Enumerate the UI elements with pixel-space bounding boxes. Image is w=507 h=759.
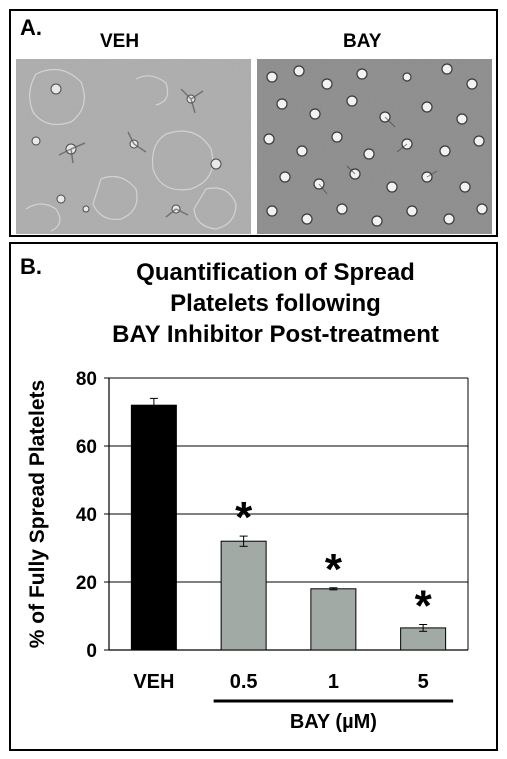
bay-micrograph — [257, 59, 492, 234]
y-tick-label: 80 — [76, 369, 97, 390]
significance-star-0.5: * — [235, 493, 253, 542]
y-axis-label: % of Fully Spread Platelets — [26, 380, 49, 648]
x-group-label: BAY (µM) — [290, 711, 377, 733]
bar-VEH — [130, 404, 177, 651]
y-tick-label: 40 — [76, 505, 97, 526]
chart-title-line-1: Quantification of Spread — [136, 259, 415, 286]
x-tick-label-VEH: VEH — [133, 671, 174, 693]
y-tick-label: 0 — [86, 641, 97, 662]
panel-a: A. VEH BAY — [9, 9, 498, 237]
significance-star-5: * — [415, 582, 433, 631]
significance-star-1: * — [325, 545, 343, 594]
bay-micrograph-graphic — [257, 59, 492, 234]
veh-image-label: VEH — [100, 31, 140, 52]
x-tick-label-0.5: 0.5 — [230, 671, 258, 693]
panel-b: B. Quantification of Spread Platelets fo… — [9, 242, 498, 751]
panel-a-letter: A. — [20, 15, 42, 40]
veh-micrograph-graphic — [16, 59, 251, 234]
chart-title-line-2: Platelets following — [170, 290, 381, 317]
panel-b-letter: B. — [20, 254, 42, 279]
y-tick-label: 20 — [76, 573, 97, 594]
bar-1 — [310, 588, 357, 651]
bay-image-label: BAY — [343, 31, 382, 52]
chart-title-line-3: BAY Inhibitor Post-treatment — [112, 321, 439, 348]
veh-micrograph — [16, 59, 251, 234]
x-tick-label-5: 5 — [418, 671, 429, 693]
y-tick-label: 60 — [76, 437, 97, 458]
chart-title: Quantification of Spread Platelets follo… — [63, 257, 488, 350]
x-tick-label-1: 1 — [328, 671, 339, 693]
bar-0.5 — [220, 540, 267, 651]
